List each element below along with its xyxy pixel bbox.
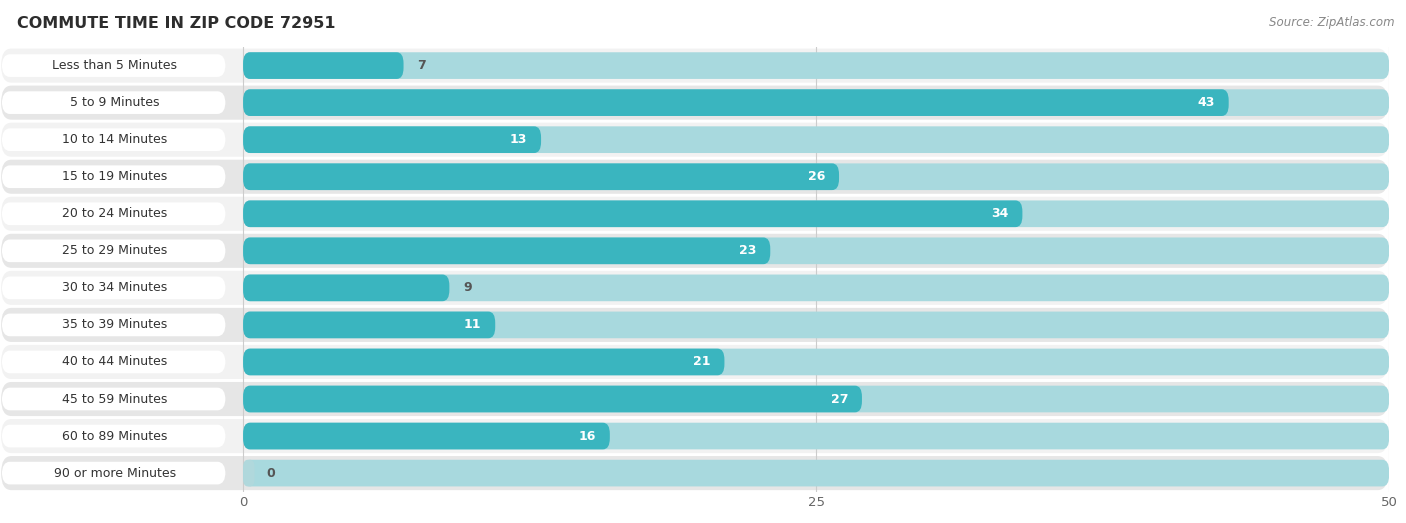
FancyBboxPatch shape bbox=[1, 456, 1388, 490]
FancyBboxPatch shape bbox=[243, 275, 450, 301]
Text: 10 to 14 Minutes: 10 to 14 Minutes bbox=[62, 133, 167, 146]
FancyBboxPatch shape bbox=[1, 92, 225, 114]
Text: 35 to 39 Minutes: 35 to 39 Minutes bbox=[62, 319, 167, 332]
FancyBboxPatch shape bbox=[243, 89, 1389, 116]
FancyBboxPatch shape bbox=[243, 385, 1389, 412]
FancyBboxPatch shape bbox=[243, 163, 839, 190]
FancyBboxPatch shape bbox=[243, 460, 254, 486]
FancyBboxPatch shape bbox=[243, 275, 1389, 301]
FancyBboxPatch shape bbox=[243, 423, 1389, 449]
FancyBboxPatch shape bbox=[243, 385, 862, 412]
FancyBboxPatch shape bbox=[243, 237, 770, 264]
FancyBboxPatch shape bbox=[1, 271, 1388, 305]
FancyBboxPatch shape bbox=[243, 127, 1389, 153]
Text: COMMUTE TIME IN ZIP CODE 72951: COMMUTE TIME IN ZIP CODE 72951 bbox=[17, 16, 336, 31]
FancyBboxPatch shape bbox=[1, 234, 1388, 268]
Text: 15 to 19 Minutes: 15 to 19 Minutes bbox=[62, 170, 167, 183]
FancyBboxPatch shape bbox=[1, 350, 225, 373]
FancyBboxPatch shape bbox=[243, 200, 1389, 227]
Text: 23: 23 bbox=[740, 244, 756, 257]
FancyBboxPatch shape bbox=[243, 163, 1389, 190]
Text: 90 or more Minutes: 90 or more Minutes bbox=[53, 467, 176, 480]
Text: 60 to 89 Minutes: 60 to 89 Minutes bbox=[62, 429, 167, 442]
Text: 20 to 24 Minutes: 20 to 24 Minutes bbox=[62, 207, 167, 220]
FancyBboxPatch shape bbox=[243, 312, 1389, 338]
FancyBboxPatch shape bbox=[243, 237, 1389, 264]
FancyBboxPatch shape bbox=[243, 89, 1229, 116]
FancyBboxPatch shape bbox=[1, 240, 225, 262]
FancyBboxPatch shape bbox=[1, 197, 1388, 231]
Text: 26: 26 bbox=[808, 170, 825, 183]
FancyBboxPatch shape bbox=[1, 308, 1388, 342]
FancyBboxPatch shape bbox=[1, 86, 1388, 120]
FancyBboxPatch shape bbox=[1, 54, 225, 77]
FancyBboxPatch shape bbox=[243, 127, 541, 153]
FancyBboxPatch shape bbox=[1, 382, 1388, 416]
Text: 27: 27 bbox=[831, 392, 848, 405]
FancyBboxPatch shape bbox=[1, 425, 225, 447]
Text: 30 to 34 Minutes: 30 to 34 Minutes bbox=[62, 281, 167, 294]
FancyBboxPatch shape bbox=[243, 312, 495, 338]
FancyBboxPatch shape bbox=[1, 123, 1388, 157]
Text: 13: 13 bbox=[510, 133, 527, 146]
FancyBboxPatch shape bbox=[1, 314, 225, 336]
FancyBboxPatch shape bbox=[1, 128, 225, 151]
Text: Source: ZipAtlas.com: Source: ZipAtlas.com bbox=[1270, 16, 1395, 29]
FancyBboxPatch shape bbox=[1, 49, 1388, 83]
FancyBboxPatch shape bbox=[1, 160, 1388, 194]
FancyBboxPatch shape bbox=[243, 200, 1022, 227]
FancyBboxPatch shape bbox=[1, 345, 1388, 379]
FancyBboxPatch shape bbox=[243, 423, 610, 449]
FancyBboxPatch shape bbox=[243, 52, 404, 79]
FancyBboxPatch shape bbox=[243, 460, 1389, 486]
FancyBboxPatch shape bbox=[1, 419, 1388, 453]
Text: 16: 16 bbox=[579, 429, 596, 442]
Text: 9: 9 bbox=[463, 281, 472, 294]
Text: 0: 0 bbox=[266, 467, 274, 480]
Text: 45 to 59 Minutes: 45 to 59 Minutes bbox=[62, 392, 167, 405]
Text: 43: 43 bbox=[1198, 96, 1215, 109]
FancyBboxPatch shape bbox=[1, 462, 225, 484]
FancyBboxPatch shape bbox=[243, 52, 1389, 79]
Text: 5 to 9 Minutes: 5 to 9 Minutes bbox=[70, 96, 159, 109]
Text: 34: 34 bbox=[991, 207, 1008, 220]
FancyBboxPatch shape bbox=[243, 349, 1389, 376]
Text: 40 to 44 Minutes: 40 to 44 Minutes bbox=[62, 356, 167, 369]
Text: 7: 7 bbox=[418, 59, 426, 72]
Text: Less than 5 Minutes: Less than 5 Minutes bbox=[52, 59, 177, 72]
FancyBboxPatch shape bbox=[1, 165, 225, 188]
Text: 21: 21 bbox=[693, 356, 710, 369]
FancyBboxPatch shape bbox=[1, 388, 225, 411]
FancyBboxPatch shape bbox=[243, 349, 724, 376]
FancyBboxPatch shape bbox=[1, 277, 225, 299]
FancyBboxPatch shape bbox=[1, 202, 225, 225]
Text: 11: 11 bbox=[464, 319, 481, 332]
Text: 25 to 29 Minutes: 25 to 29 Minutes bbox=[62, 244, 167, 257]
